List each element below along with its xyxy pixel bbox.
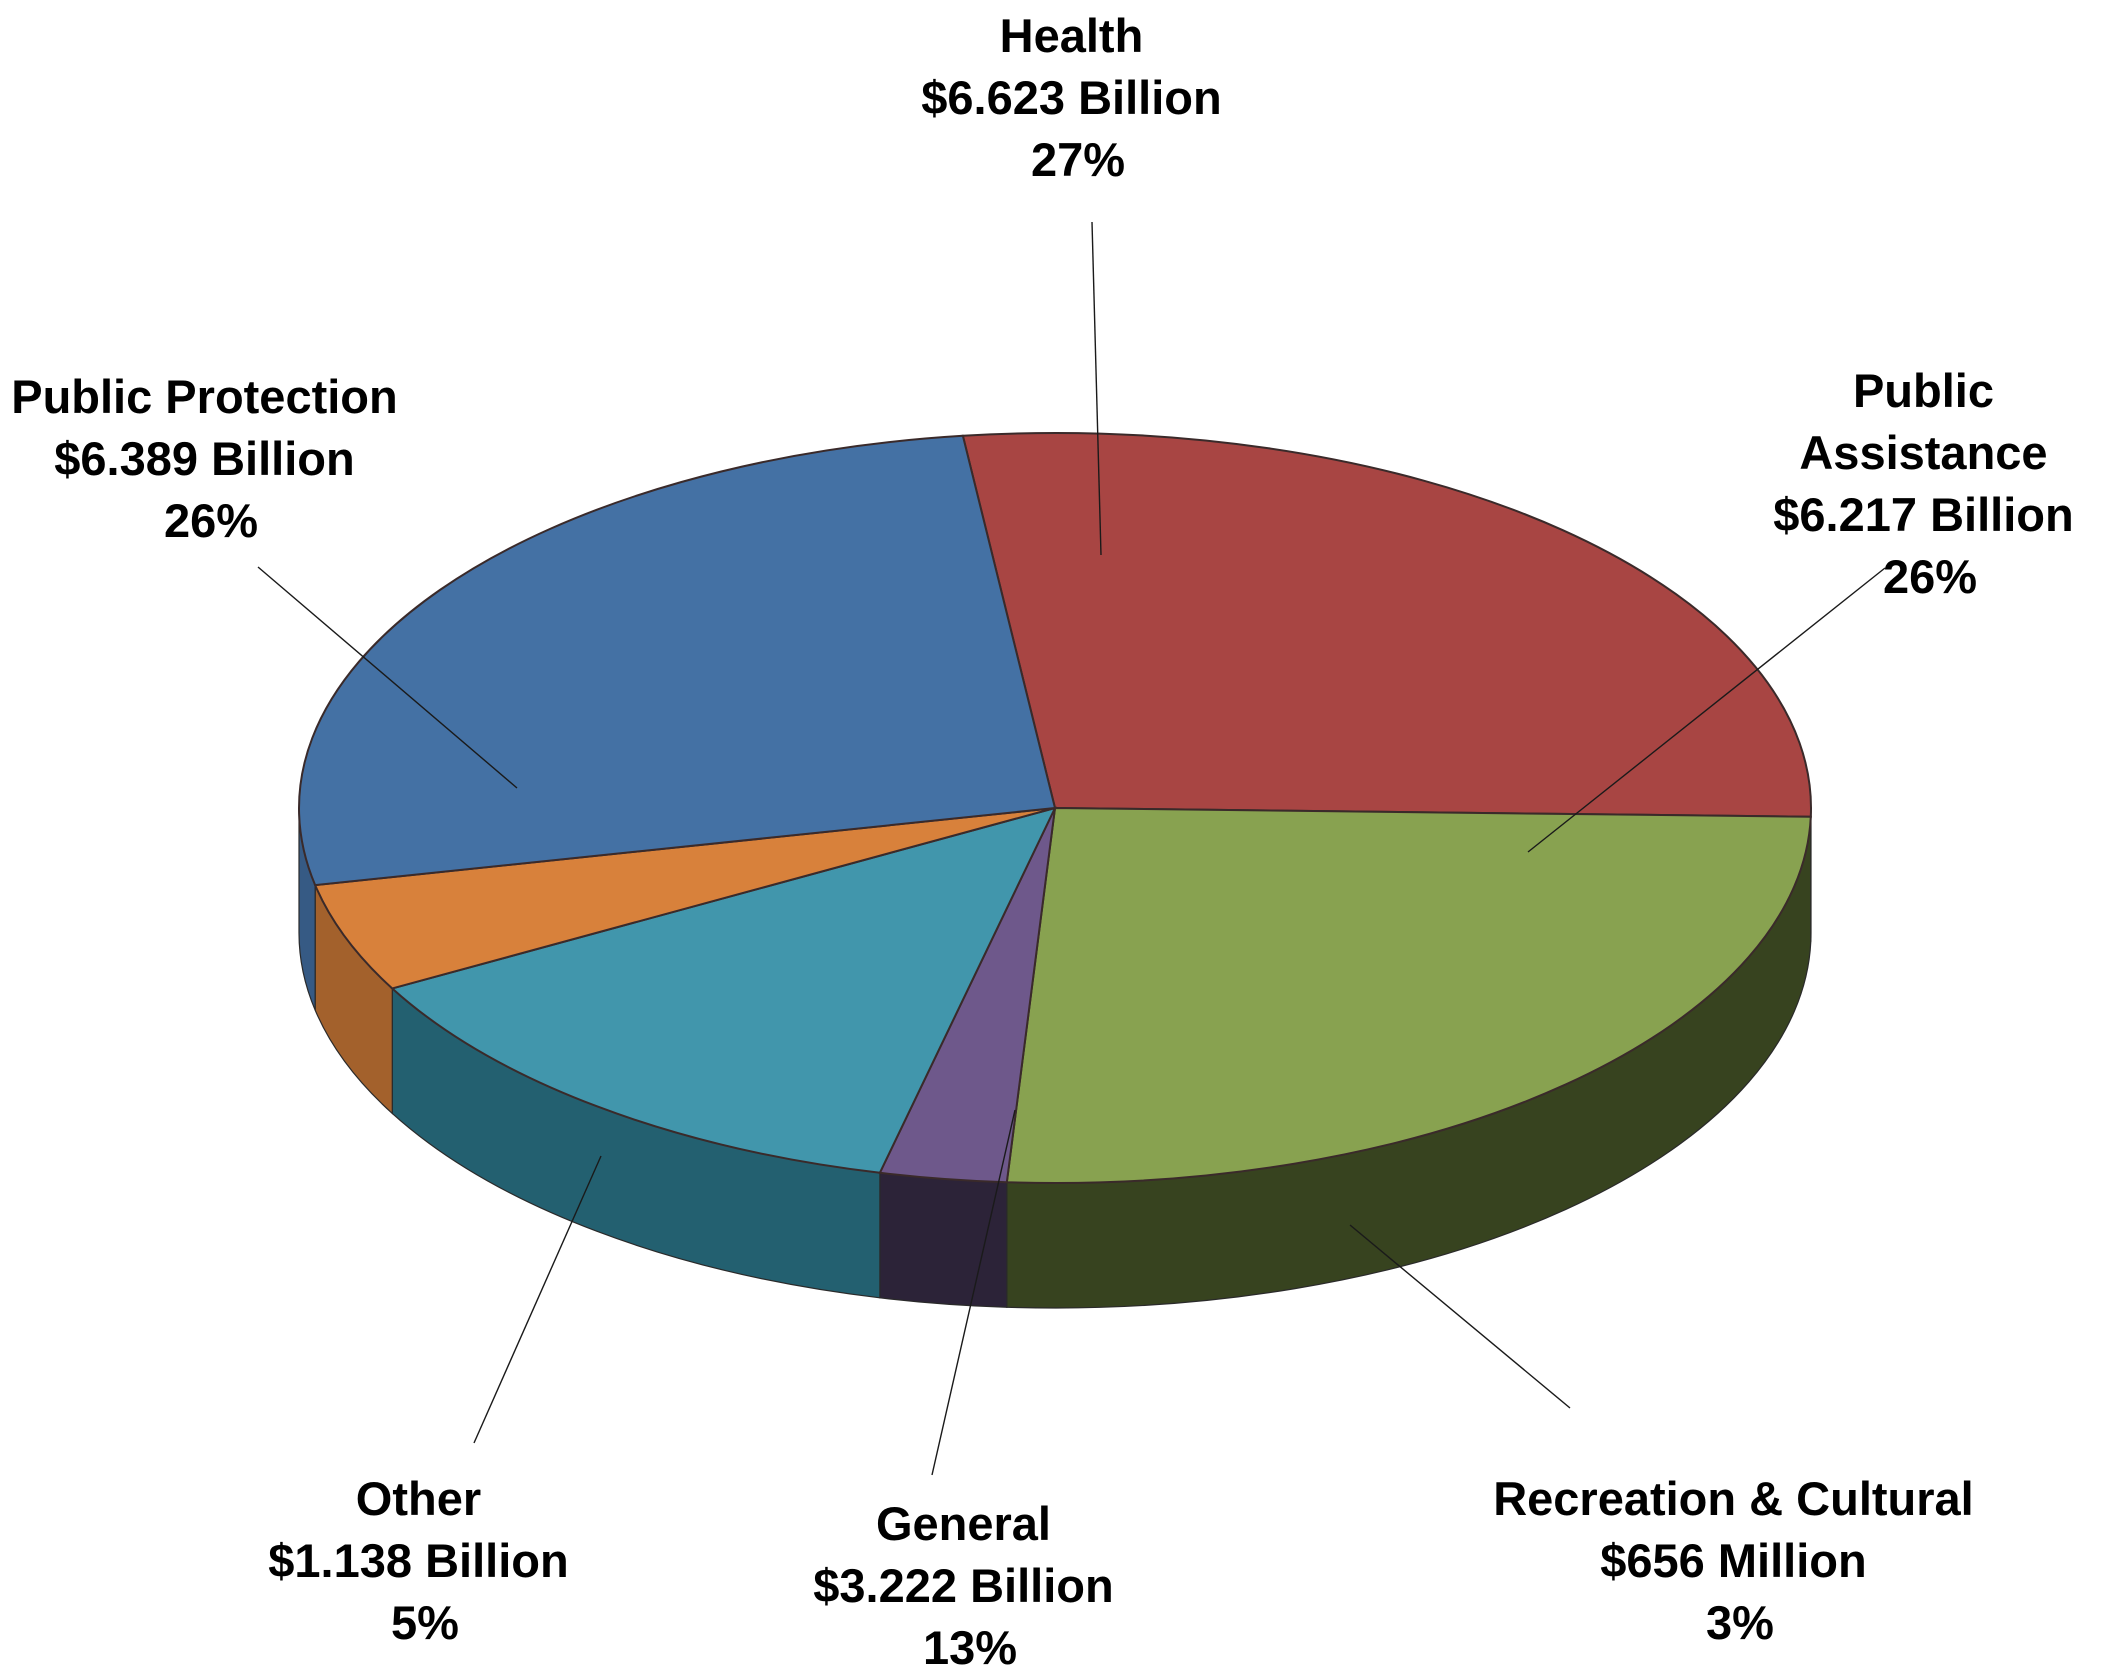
leader-line-general xyxy=(931,1109,1016,1476)
slice-health xyxy=(961,432,1812,818)
label-public-protection-percent: 26% xyxy=(164,494,258,547)
label-public-protection-amount: $6.389 Billion xyxy=(54,432,354,485)
label-public-assistance-percent: 26% xyxy=(1883,550,1977,603)
label-recreation-cultural-name: Recreation & Cultural xyxy=(1493,1472,1974,1525)
label-general-percent: 13% xyxy=(923,1621,1017,1672)
label-other-amount: $1.138 Billion xyxy=(268,1534,568,1587)
label-other-name: Other xyxy=(356,1472,481,1525)
label-public-assistance-name-line2: Assistance xyxy=(1799,426,2047,479)
pie-depth-walls xyxy=(298,807,1812,1309)
label-health-name: Health xyxy=(1000,9,1144,62)
slice-other xyxy=(313,807,1056,990)
label-general-amount: $3.222 Billion xyxy=(813,1559,1113,1612)
label-health-percent: 27% xyxy=(1031,133,1125,186)
slice-public-assistance xyxy=(1005,806,1812,1184)
pie-slices xyxy=(298,432,1812,1184)
label-public-protection: Public Protection $6.389 Billion 26% xyxy=(11,370,411,547)
leader-line-public-assistance xyxy=(1527,567,1886,853)
label-general: General $3.222 Billion 13% xyxy=(813,1497,1126,1672)
label-public-assistance-amount: $6.217 Billion xyxy=(1773,488,2073,541)
label-general-name: General xyxy=(876,1497,1051,1550)
label-other: Other $1.138 Billion 5% xyxy=(268,1472,581,1649)
label-recreation-cultural-percent: 3% xyxy=(1706,1596,1774,1649)
label-health-amount: $6.623 Billion xyxy=(921,71,1221,124)
label-recreation-cultural: Recreation & Cultural $656 Million 3% xyxy=(1493,1472,1987,1649)
label-recreation-cultural-amount: $656 Million xyxy=(1600,1534,1866,1587)
slice-general xyxy=(390,806,1057,1174)
slice-side-recreation-cultural xyxy=(879,1172,1008,1308)
label-public-assistance-name-line1: Public xyxy=(1853,364,1994,417)
leader-line-health xyxy=(1091,221,1102,556)
label-other-percent: 5% xyxy=(391,1596,459,1649)
leader-line-public-protection xyxy=(257,566,518,789)
slice-public-protection xyxy=(298,434,1057,887)
leader-lines xyxy=(257,221,1886,1476)
leader-line-recreation-cultural xyxy=(1349,1224,1571,1409)
label-health: Health $6.623 Billion 27% xyxy=(921,9,1234,186)
label-public-assistance: Public Assistance $6.217 Billion 26% xyxy=(1773,364,2086,603)
leader-line-other xyxy=(473,1155,602,1444)
label-public-protection-name: Public Protection xyxy=(11,370,398,423)
